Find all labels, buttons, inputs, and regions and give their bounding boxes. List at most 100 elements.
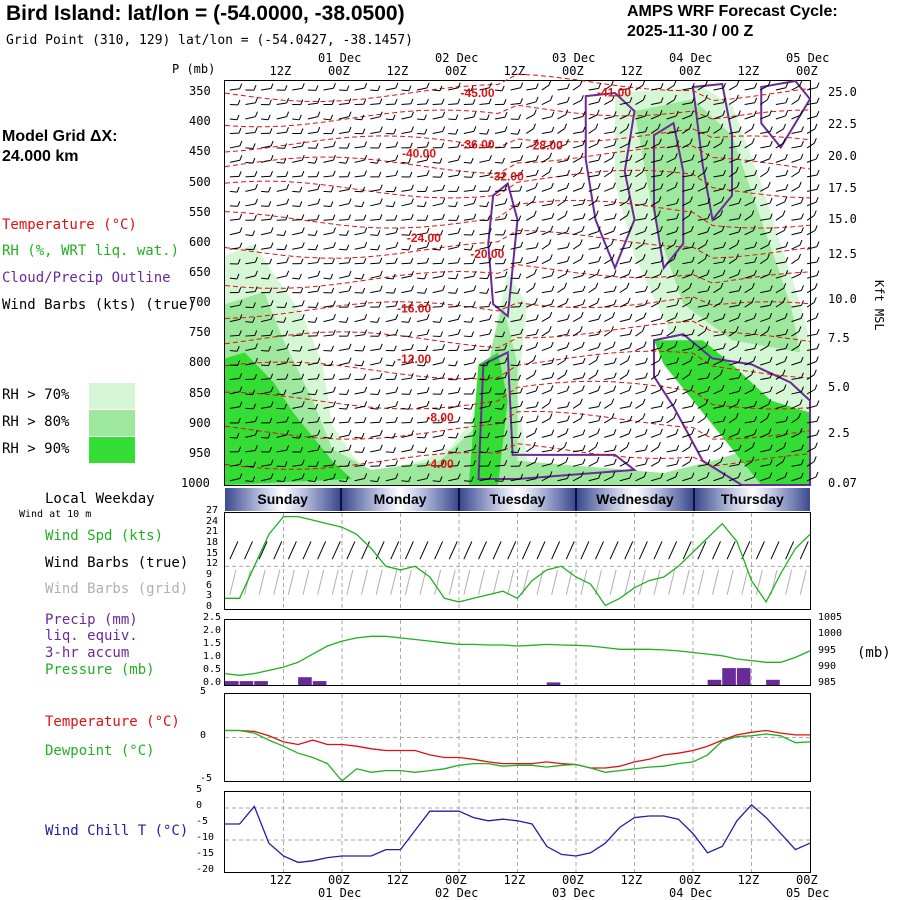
temperature-line — [225, 729, 810, 769]
wind-barb-flag — [392, 201, 396, 207]
wind-barb-flag — [660, 183, 664, 189]
wind-barb-flag — [441, 142, 445, 148]
wind-barb-flag — [442, 285, 446, 291]
wind-barb — [526, 461, 536, 467]
precip-bar — [546, 682, 561, 685]
wind-barb-flag — [364, 300, 367, 307]
wind-barb — [401, 290, 412, 294]
wind-barb-flag — [364, 473, 368, 479]
wind-barb-flag — [722, 269, 726, 276]
wind-barb-flag — [551, 357, 555, 364]
wind-barb-flag — [301, 242, 305, 248]
wind-barb-flag — [457, 314, 461, 320]
wind-barb-flag — [410, 460, 414, 467]
wind-barb-flag — [674, 182, 678, 188]
wind-barb-flag — [752, 384, 756, 390]
wind-barb — [401, 89, 409, 92]
wind-barb-flag — [582, 270, 586, 276]
wind-barb-flag — [301, 473, 305, 479]
wind-barb-flag — [629, 415, 633, 422]
wind-barb-flag — [627, 456, 631, 463]
wind-barb — [229, 218, 240, 221]
wind-barb — [650, 274, 661, 279]
wind-barb-flag — [270, 140, 274, 147]
wind-barb — [229, 436, 238, 439]
wind-barb-flag — [768, 399, 772, 405]
wind-barb — [760, 290, 771, 294]
wind-barb — [370, 348, 381, 352]
wind-barb — [666, 362, 677, 366]
wind-barb-flag — [566, 329, 570, 335]
wind-barb-flag — [426, 329, 430, 335]
wind-barb-flag — [707, 140, 711, 146]
wind-barb-flag — [426, 400, 430, 407]
wind-barb — [526, 231, 537, 236]
wind-barb-flag — [660, 256, 664, 262]
wind-barb-flag — [613, 385, 617, 391]
wind-barb-flag — [814, 225, 818, 231]
temperature-label: -12.00 — [397, 352, 431, 366]
wind-barb-flag — [535, 242, 539, 248]
wind-barb — [619, 318, 630, 323]
wind-barb — [760, 273, 770, 279]
wind-barb-flag — [769, 459, 773, 465]
wind-barb-flag — [707, 126, 711, 132]
wind-barb-flag — [785, 429, 789, 435]
bottom-hour-tick-label: 00Z — [328, 873, 350, 887]
wind-barb — [354, 364, 362, 367]
wind-barb-flag — [379, 198, 383, 204]
wind-barb-flag — [816, 169, 820, 176]
wind-barb-flag — [535, 83, 539, 89]
wind-barb-flag — [286, 445, 290, 451]
wind-barb — [417, 262, 427, 265]
wind-barb-flag — [409, 171, 413, 178]
wind-barb — [557, 200, 566, 207]
wind-barb-flag — [816, 343, 820, 349]
wind-barb-flag — [254, 270, 258, 277]
wind-barb — [635, 144, 646, 149]
wind-barb-flag — [753, 154, 757, 160]
wind-barb — [541, 362, 552, 366]
wind-barb-flag — [769, 285, 773, 291]
wind-barb — [292, 118, 300, 121]
wind-barb — [557, 273, 567, 279]
wind-barb-flag — [345, 158, 349, 164]
wind-barb — [510, 420, 521, 424]
wind-barb-flag — [769, 213, 773, 219]
wind-barb-flag — [738, 140, 742, 147]
wind-barb-flag — [722, 400, 726, 407]
wind-barb — [635, 274, 646, 279]
wind-barb — [666, 433, 677, 438]
wind-barb-flag — [470, 244, 474, 251]
wind-barb — [541, 144, 552, 149]
wind-barb-flag — [613, 126, 617, 132]
wind-barb-flag — [518, 114, 522, 120]
wind-barb — [806, 275, 818, 279]
wind-barb-flag — [268, 99, 272, 105]
wind-barb-flag — [252, 317, 256, 323]
wind-barb-flag — [751, 138, 755, 144]
wind-barb-flag — [565, 428, 569, 434]
wind-barb-flag — [769, 386, 773, 392]
wind-barb-true — [624, 541, 634, 560]
wind-barb-flag — [270, 373, 274, 379]
wind-barb-flag — [535, 314, 539, 320]
wind-barb-flag — [252, 157, 256, 164]
pressure-tick-label: 650 — [189, 264, 211, 279]
wind-barb — [448, 391, 459, 395]
wind-barb — [229, 304, 240, 308]
wind-barb-flag — [394, 214, 398, 221]
wind-barb-flag — [799, 399, 803, 405]
wind-barb-flag — [473, 198, 477, 204]
wind-barb — [635, 330, 643, 337]
wind-barb-flag — [737, 312, 741, 319]
wind-barb — [370, 116, 381, 120]
wind-barb — [229, 88, 240, 91]
wind-barb-flag — [286, 184, 290, 190]
wind-barb-flag — [626, 282, 630, 289]
wind-barb — [775, 389, 785, 395]
wind-barb-flag — [768, 110, 772, 116]
wind-barb — [588, 360, 597, 366]
wind-barb-flag — [518, 273, 522, 279]
wind-barb — [572, 476, 582, 482]
